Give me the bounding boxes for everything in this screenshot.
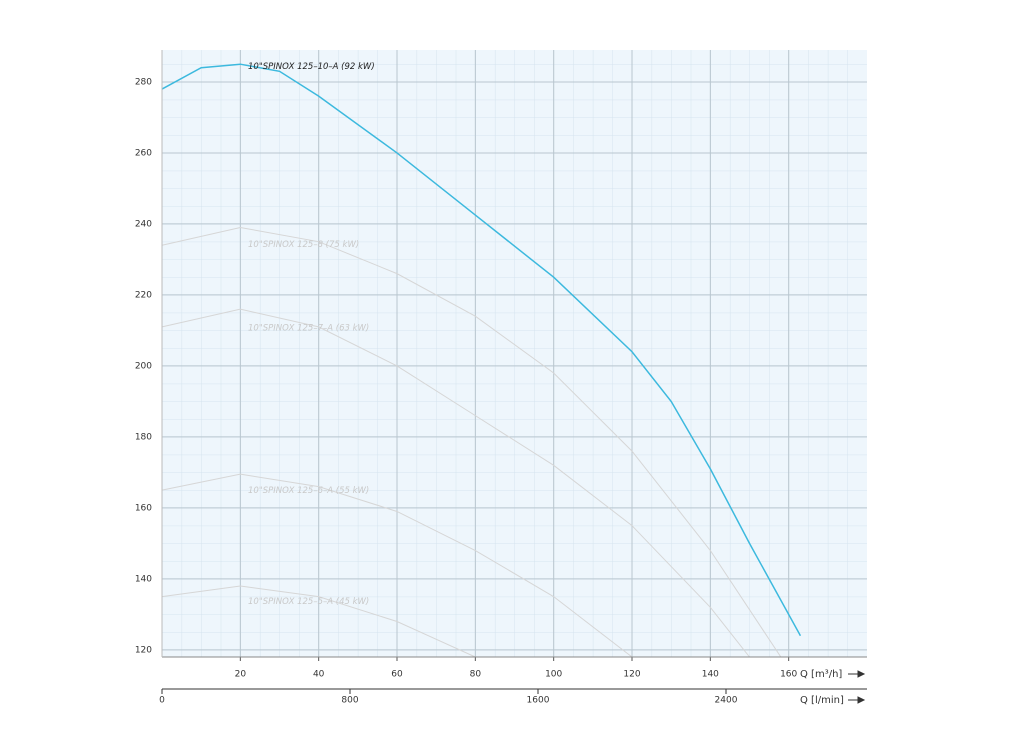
pump-curve — [161, 226, 782, 658]
x-tick-label: 140 — [702, 670, 719, 680]
y-tick-label: 220 — [135, 290, 152, 300]
y-tick-label: 280 — [135, 77, 152, 87]
pump-curve — [161, 585, 476, 658]
axis-arrows — [848, 670, 866, 704]
curve-label: 10"SPINOX 125–7–A (63 kW) — [248, 323, 369, 333]
y-tick-label: 240 — [135, 219, 152, 229]
x-tick-label: 60 — [391, 670, 403, 680]
y-tick-label: 160 — [135, 503, 152, 513]
x2-tick-label: 800 — [341, 696, 358, 706]
x-axis-title: Q [m³/h] — [800, 669, 842, 680]
curve-label: 10"SPINOX 125–5–A (45 kW) — [248, 597, 369, 607]
curve-label: 10"SPINOX 125–10–A (92 kW) — [248, 62, 375, 72]
x-tick-label: 160 — [780, 670, 797, 680]
x2-tick-label: 2400 — [715, 696, 738, 706]
x-tick-label: 100 — [545, 670, 562, 680]
y-tick-label: 140 — [135, 574, 152, 584]
x-tick-label: 120 — [623, 670, 640, 680]
curve-label: 10"SPINOX 125–6–A (55 kW) — [248, 486, 369, 496]
curve-label: 10"SPINOX 125–8 (75 kW) — [248, 240, 359, 250]
plot-area — [162, 50, 867, 657]
x-tick-label: 40 — [313, 670, 325, 680]
x-tick-label: 80 — [470, 670, 482, 680]
pump-curve — [161, 308, 750, 658]
y-tick-label: 200 — [135, 361, 152, 371]
y-tick-label: 260 — [135, 148, 152, 158]
pump-curve — [161, 473, 633, 658]
x2-tick-label: 0 — [159, 696, 165, 706]
pump-curve — [161, 63, 802, 637]
y-tick-label: 180 — [135, 432, 152, 442]
x2-tick-label: 1600 — [527, 696, 550, 706]
x-tick-label: 20 — [235, 670, 247, 680]
y-tick-label: 120 — [135, 645, 152, 655]
x2-axis-title: Q [l/min] — [800, 695, 844, 706]
